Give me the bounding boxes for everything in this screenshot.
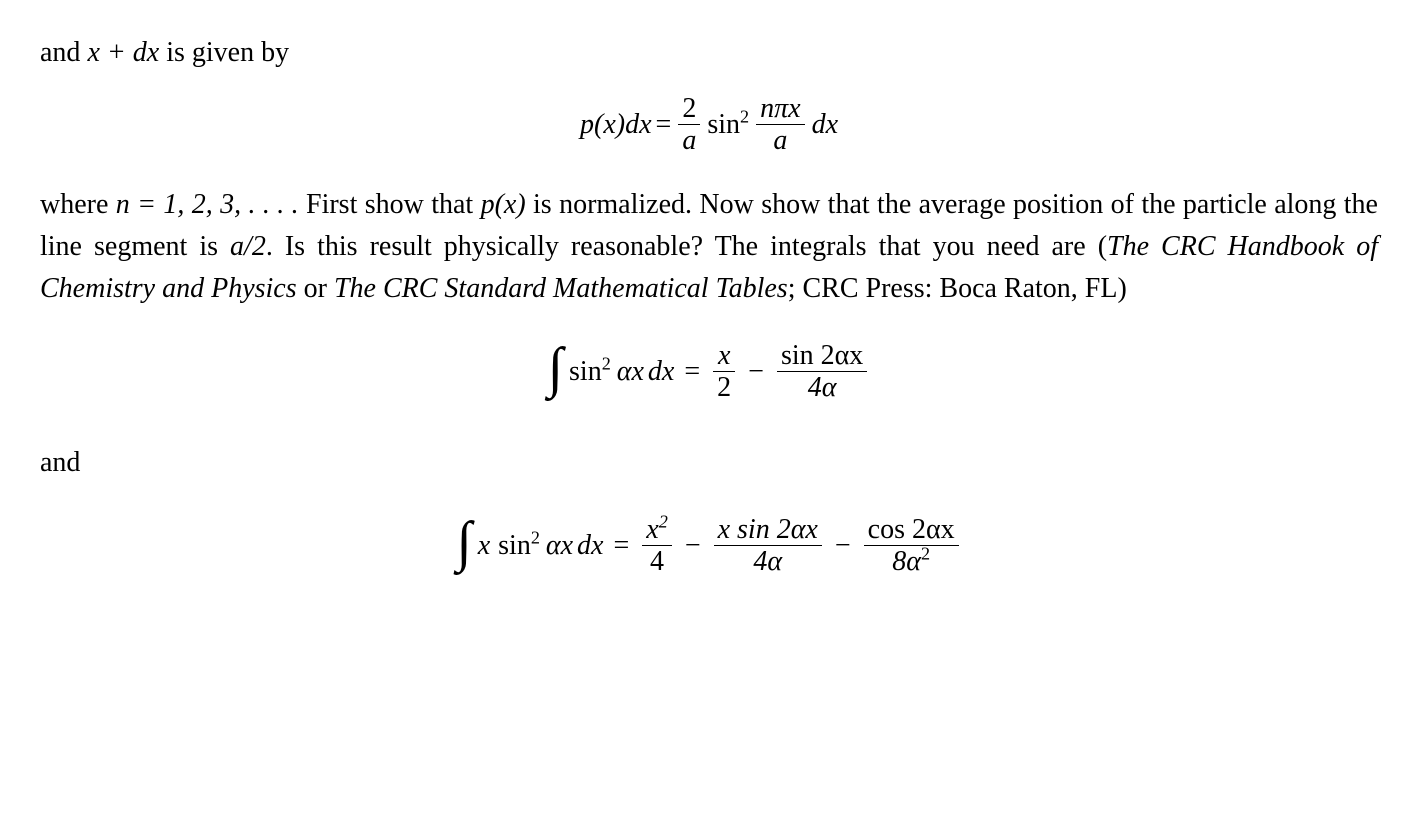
frac-xsin2ax-over-4a: x sin 2αx 4α: [714, 515, 822, 577]
alpha-x: αx: [546, 525, 573, 567]
frac-den: 2: [713, 372, 735, 402]
sin-text: sin: [498, 530, 531, 561]
text: where: [40, 189, 116, 220]
exponent: 2: [602, 353, 611, 373]
frac-cos2ax-over-8a2: cos 2αx 8α2: [864, 515, 959, 577]
text: ; CRC Press: Boca Raton, FL): [788, 273, 1127, 304]
frac-den: a: [678, 125, 700, 155]
frac-den-base: 8α: [892, 546, 921, 577]
frac-num: 2: [678, 94, 700, 125]
frac-den: 8α2: [864, 546, 959, 576]
equation-pxdx: p(x)dx = 2 a sin2 nπx a dx: [40, 94, 1378, 156]
eq-lhs: p(x)dx: [580, 104, 652, 146]
text: or: [297, 273, 334, 304]
math-inline: p(x): [481, 189, 526, 220]
sin-fn: sin2: [707, 104, 749, 146]
frac-den: 4α: [777, 372, 867, 402]
frac-den-text: 4α: [753, 546, 782, 577]
para-and: and: [40, 442, 1378, 484]
frac-x2-over-4: x2 4: [642, 515, 672, 577]
frac-num-base: x: [646, 514, 658, 545]
math-inline: a/2: [230, 231, 266, 262]
dx: dx: [648, 351, 674, 393]
equation-xsin2-integral: ∫ x sin2 αx dx = x2 4 − x sin 2αx 4α − c…: [40, 504, 1378, 588]
frac-den-text: 4α: [808, 372, 837, 403]
frac-den: 4α: [714, 546, 822, 576]
eq-equals: =: [684, 351, 700, 393]
frac-num: sin 2αx: [777, 341, 867, 372]
frac-num-text: x sin 2αx: [718, 514, 818, 545]
x-var: x: [478, 525, 490, 567]
eq-equals: =: [613, 525, 629, 567]
frac-num: x: [713, 341, 735, 372]
sin-text: sin: [569, 356, 602, 387]
frac-2-over-a: 2 a: [678, 94, 700, 156]
minus-sign: −: [835, 525, 851, 567]
equation-sin2-integral: ∫ sin2 αx dx = x 2 − sin 2αx 4α: [40, 330, 1378, 414]
para-body: where n = 1, 2, 3, . . . . First show th…: [40, 184, 1378, 310]
minus-sign: −: [748, 351, 764, 393]
sin-text: sin: [707, 109, 740, 140]
text: is given by: [159, 37, 289, 68]
frac-num: cos 2αx: [864, 515, 959, 546]
frac-num: nπx: [756, 94, 804, 125]
math-inline: n = 1, 2, 3, . . . .: [116, 189, 299, 220]
math-inline: x + dx: [87, 37, 159, 68]
frac-num-text: sin 2αx: [781, 340, 863, 371]
book-title: The CRC Standard Mathematical Tables: [334, 273, 788, 304]
integral-icon: ∫: [456, 500, 471, 584]
dx: dx: [577, 525, 603, 567]
sin-fn: sin2: [569, 351, 611, 393]
frac-sin2ax-over-4a: sin 2αx 4α: [777, 341, 867, 403]
integral-icon: ∫: [548, 326, 563, 410]
eq-equals: =: [656, 104, 672, 146]
exponent: 2: [659, 512, 668, 532]
para-intro: and x + dx is given by: [40, 32, 1378, 74]
text: First show that: [299, 189, 481, 220]
exponent: 2: [921, 544, 930, 564]
text: and: [40, 37, 87, 68]
frac-num-text: cos 2αx: [868, 514, 955, 545]
text: and: [40, 447, 80, 478]
frac-den: 4: [642, 546, 672, 576]
exponent: 2: [531, 527, 540, 547]
minus-sign: −: [685, 525, 701, 567]
alpha-x: αx: [617, 351, 644, 393]
frac-x-over-2: x 2: [713, 341, 735, 403]
exponent: 2: [740, 107, 749, 127]
frac-num: x sin 2αx: [714, 515, 822, 546]
text: . Is this result physically reasonable? …: [266, 231, 1107, 262]
frac-npix-over-a: nπx a: [756, 94, 804, 156]
dx: dx: [812, 104, 838, 146]
frac-num: x2: [642, 515, 672, 546]
sin-fn: sin2: [498, 525, 540, 567]
frac-den: a: [756, 125, 804, 155]
